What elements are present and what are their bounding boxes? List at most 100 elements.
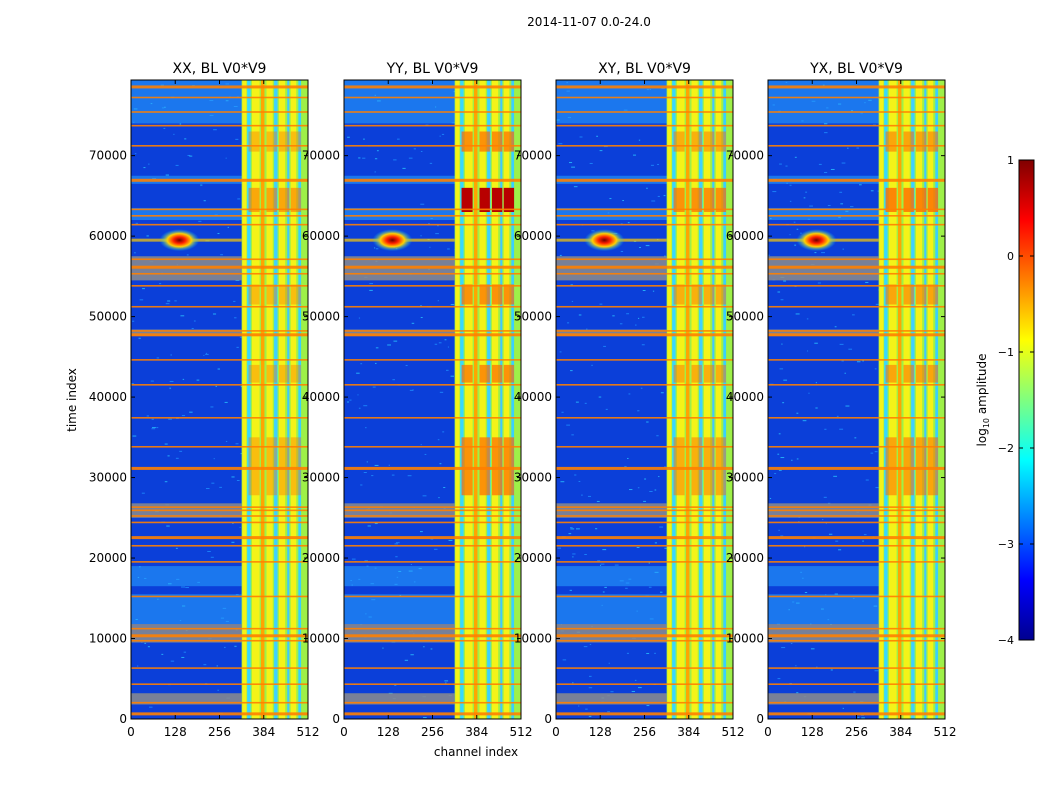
rfi-bright-block <box>915 364 927 383</box>
rfi-time-line <box>768 359 945 361</box>
noise-speckle <box>203 664 207 666</box>
rfi-bright-block <box>673 364 685 383</box>
noise-speckle <box>841 360 844 362</box>
rfi-time-line <box>131 417 308 419</box>
noise-speckle <box>413 148 416 150</box>
y-tick-label: 20000 <box>514 551 552 565</box>
rfi-bright-block <box>290 437 302 496</box>
rfi-stripe <box>464 80 473 719</box>
rfi-bright-block <box>703 437 715 496</box>
y-tick-label: 10000 <box>89 632 127 646</box>
rfi-stripe <box>266 80 273 719</box>
rfi-time-line <box>131 536 308 540</box>
flagged-region <box>768 624 879 643</box>
y-tick-label: 50000 <box>89 310 127 324</box>
noise-speckle <box>434 343 438 345</box>
noise-speckle <box>814 252 817 254</box>
rfi-time-line <box>344 285 521 287</box>
rfi-stripe <box>500 80 503 719</box>
noise-speckle <box>174 300 177 302</box>
noise-speckle <box>815 382 818 384</box>
rfi-time-line <box>131 111 308 113</box>
rfi-stripe <box>723 80 727 719</box>
rfi-time-line <box>556 384 733 386</box>
noise-speckle <box>802 420 807 422</box>
rfi-bright-block <box>715 187 727 212</box>
noise-speckle <box>224 646 226 648</box>
rfi-bright-block <box>927 364 939 383</box>
rfi-time-line <box>768 305 945 308</box>
rfi-stripe <box>715 80 722 719</box>
noise-speckle <box>796 412 799 414</box>
y-tick-label: 20000 <box>89 551 127 565</box>
x-tick-label: 384 <box>465 725 488 739</box>
rfi-bright-block <box>278 364 290 383</box>
panel-title: XX, BL V0*V9 <box>173 61 267 77</box>
rfi-time-line <box>131 634 308 638</box>
noise-speckle <box>374 171 376 173</box>
noise-speckle <box>610 691 614 693</box>
rfi-time-line <box>344 536 521 540</box>
noise-speckle <box>834 593 838 595</box>
noise-speckle <box>568 162 573 164</box>
noise-speckle <box>779 163 782 165</box>
noise-speckle <box>847 147 849 149</box>
rfi-bright-block <box>691 131 702 152</box>
noise-speckle <box>840 203 844 205</box>
noise-speckle <box>584 553 587 555</box>
y-tick-label: 60000 <box>89 229 127 243</box>
noise-speckle <box>362 157 366 159</box>
x-tick-label: 128 <box>164 725 187 739</box>
rfi-time-line <box>768 265 945 269</box>
noise-speckle <box>842 707 844 709</box>
noise-speckle <box>571 434 574 436</box>
rfi-bright-block <box>691 284 702 305</box>
noise-speckle <box>167 455 170 457</box>
y-tick-label: 60000 <box>302 229 340 243</box>
noise-speckle <box>631 690 636 692</box>
rfi-time-line <box>768 639 945 642</box>
noise-speckle <box>394 543 399 545</box>
noise-speckle <box>865 281 869 283</box>
noise-speckle <box>789 234 791 236</box>
noise-speckle <box>149 706 153 708</box>
noise-speckle <box>349 399 352 401</box>
noise-speckle <box>193 320 196 322</box>
noise-speckle <box>203 200 206 202</box>
rfi-time-line <box>556 96 733 99</box>
rfi-time-line <box>556 330 733 332</box>
noise-speckle <box>575 401 579 403</box>
noise-speckle <box>369 283 373 285</box>
rfi-time-line <box>768 701 945 704</box>
rfi-time-line <box>556 561 733 563</box>
noise-speckle <box>648 562 650 564</box>
noise-speckle <box>777 291 781 293</box>
rfi-bright-block <box>248 284 260 305</box>
y-tick-label: 50000 <box>726 310 764 324</box>
rfi-time-line <box>344 521 521 524</box>
rfi-stripe <box>278 80 286 719</box>
y-tick-label: 0 <box>332 712 340 726</box>
rfi-time-line <box>344 417 521 419</box>
rfi-time-line <box>131 561 308 563</box>
noise-speckle <box>848 348 853 350</box>
x-tick-label: 256 <box>208 725 231 739</box>
noise-speckle <box>375 248 379 250</box>
noise-speckle <box>141 492 145 494</box>
rfi-bright-block <box>903 187 914 212</box>
noise-speckle <box>183 651 187 653</box>
noise-speckle <box>150 380 154 382</box>
rfi-bright-block <box>266 364 277 383</box>
rfi-stripe <box>685 80 690 719</box>
noise-speckle <box>347 401 350 403</box>
noise-speckle <box>364 560 368 562</box>
rfi-time-line <box>768 515 945 517</box>
rfi-time-line <box>131 265 308 269</box>
x-tick-label: 256 <box>845 725 868 739</box>
noise-speckle <box>147 646 150 648</box>
rfi-bright-block <box>290 364 302 383</box>
rfi-time-line <box>768 285 945 287</box>
rfi-bright-block <box>885 437 897 496</box>
rfi-bright-block <box>673 187 685 212</box>
rfi-time-line <box>131 272 308 275</box>
